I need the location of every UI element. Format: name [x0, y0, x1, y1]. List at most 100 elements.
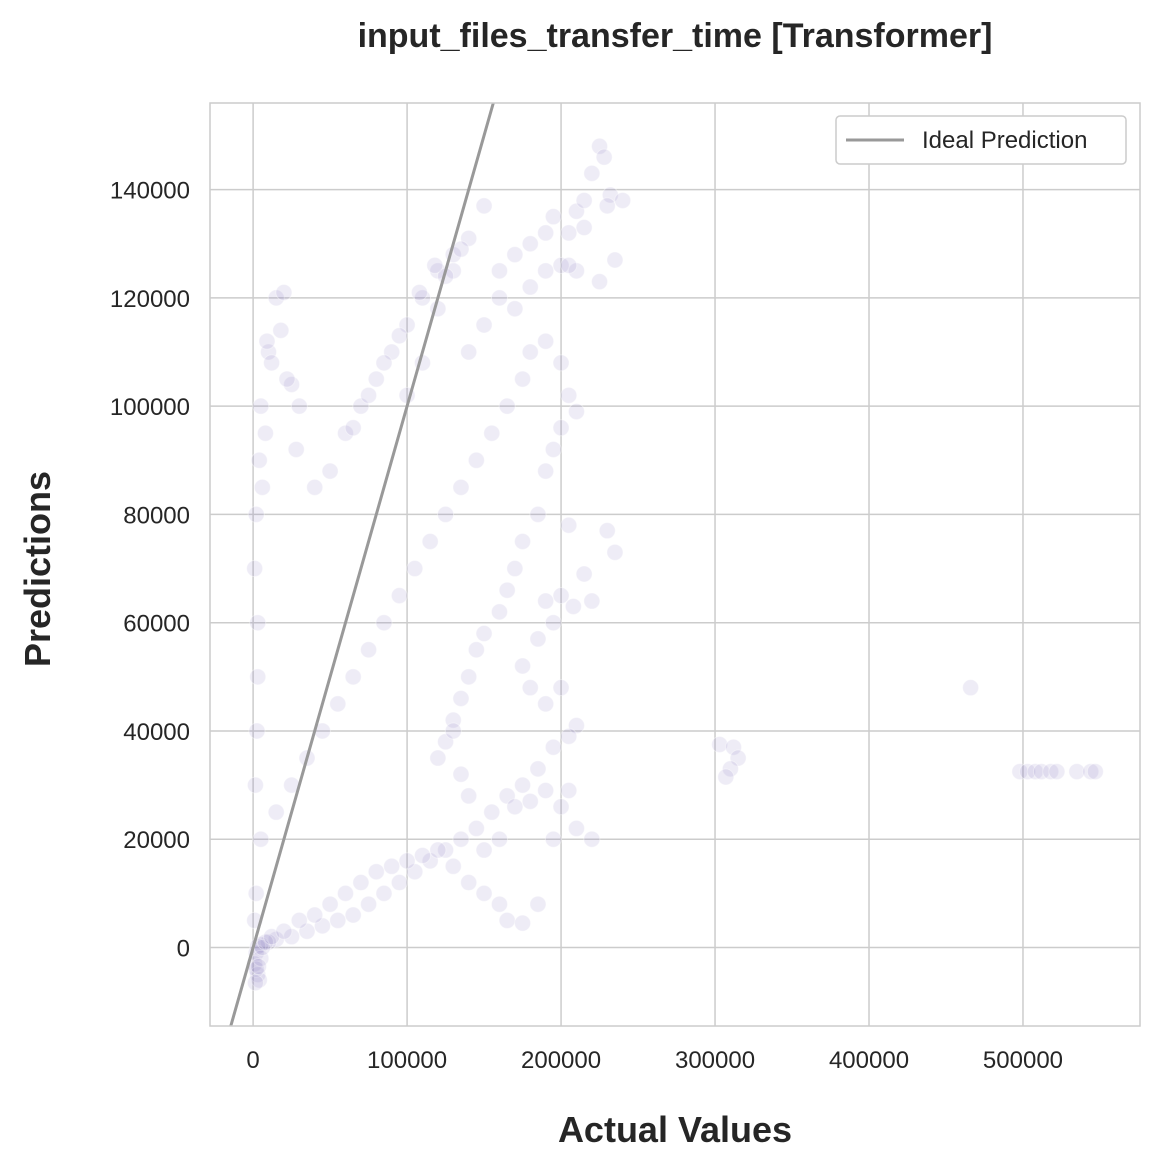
- data-point: [537, 262, 555, 280]
- y-tick-label: 60000: [123, 611, 190, 638]
- data-point: [544, 830, 562, 848]
- data-point: [444, 857, 462, 875]
- data-point: [490, 830, 508, 848]
- data-point: [267, 803, 285, 821]
- data-point: [275, 922, 293, 940]
- data-point: [375, 614, 393, 632]
- data-point: [529, 895, 547, 913]
- data-point: [344, 906, 362, 924]
- data-point: [544, 738, 562, 756]
- data-point: [529, 505, 547, 523]
- data-point: [506, 246, 524, 264]
- data-point: [721, 760, 739, 778]
- data-point: [252, 949, 270, 967]
- data-point: [452, 830, 470, 848]
- data-point: [383, 343, 401, 361]
- data-point: [247, 884, 265, 902]
- data-point: [248, 722, 266, 740]
- data-point: [560, 516, 578, 534]
- data-point: [398, 316, 416, 334]
- grid-vertical: [252, 103, 1024, 1026]
- data-point: [460, 343, 478, 361]
- data-point: [506, 560, 524, 578]
- x-tick-labels: 0 100000 200000 300000 400000 500000: [246, 1047, 1063, 1074]
- data-point: [606, 251, 624, 269]
- data-point: [537, 332, 555, 350]
- data-point: [606, 543, 624, 561]
- data-point: [552, 587, 570, 605]
- data-point: [962, 679, 980, 697]
- data-point: [583, 164, 601, 182]
- data-point: [498, 787, 516, 805]
- data-point: [614, 191, 632, 209]
- data-point: [250, 451, 268, 469]
- data-point: [267, 289, 285, 307]
- data-point: [498, 397, 516, 415]
- data-point: [575, 219, 593, 237]
- data-point: [246, 776, 264, 794]
- data-point: [390, 327, 408, 345]
- data-point: [475, 625, 493, 643]
- data-point: [467, 641, 485, 659]
- data-point: [544, 440, 562, 458]
- data-point: [560, 386, 578, 404]
- data-point: [583, 592, 601, 610]
- data-point: [467, 451, 485, 469]
- data-point: [452, 478, 470, 496]
- data-point: [444, 722, 462, 740]
- data-point: [552, 679, 570, 697]
- data-point: [506, 300, 524, 318]
- data-point: [329, 695, 347, 713]
- data-point: [360, 386, 378, 404]
- y-tick-labels: 0 20000 40000 60000 80000 100000 120000 140000: [110, 178, 190, 963]
- data-point: [375, 354, 393, 372]
- data-point: [336, 884, 354, 902]
- data-point: [437, 505, 455, 523]
- data-point: [367, 863, 385, 881]
- y-tick-label: 80000: [123, 502, 190, 529]
- data-point: [564, 597, 582, 615]
- data-point: [537, 782, 555, 800]
- data-point: [537, 462, 555, 480]
- data-point: [552, 354, 570, 372]
- data-point: [521, 343, 539, 361]
- grid-horizontal: [210, 188, 1140, 949]
- data-point: [252, 830, 270, 848]
- data-point: [1086, 763, 1104, 781]
- data-point: [460, 787, 478, 805]
- data-point: [514, 914, 532, 932]
- data-point: [460, 229, 478, 247]
- data-point: [1026, 763, 1044, 781]
- data-point: [521, 278, 539, 296]
- chart-title: input_files_transfer_time [Transformer]: [358, 17, 993, 55]
- data-point: [390, 587, 408, 605]
- x-tick-label: 0: [246, 1047, 259, 1074]
- data-point: [521, 235, 539, 253]
- data-point: [246, 974, 264, 992]
- y-tick-label: 100000: [110, 394, 190, 421]
- data-point: [253, 478, 271, 496]
- data-point: [413, 846, 431, 864]
- data-point: [514, 370, 532, 388]
- y-tick-label: 0: [177, 936, 190, 963]
- data-point: [498, 581, 516, 599]
- data-point: [256, 424, 274, 442]
- data-point: [1068, 763, 1086, 781]
- legend-box: [835, 115, 1127, 165]
- data-point: [360, 641, 378, 659]
- data-point: [567, 202, 585, 220]
- data-point: [249, 614, 267, 632]
- data-point: [598, 522, 616, 540]
- data-point: [475, 884, 493, 902]
- data-point: [263, 928, 281, 946]
- data-point: [575, 565, 593, 583]
- data-point: [560, 256, 578, 274]
- data-point: [444, 711, 462, 729]
- data-point: [529, 630, 547, 648]
- data-point: [467, 819, 485, 837]
- data-point: [567, 403, 585, 421]
- data-point: [560, 224, 578, 242]
- data-point: [729, 749, 747, 767]
- data-point: [514, 657, 532, 675]
